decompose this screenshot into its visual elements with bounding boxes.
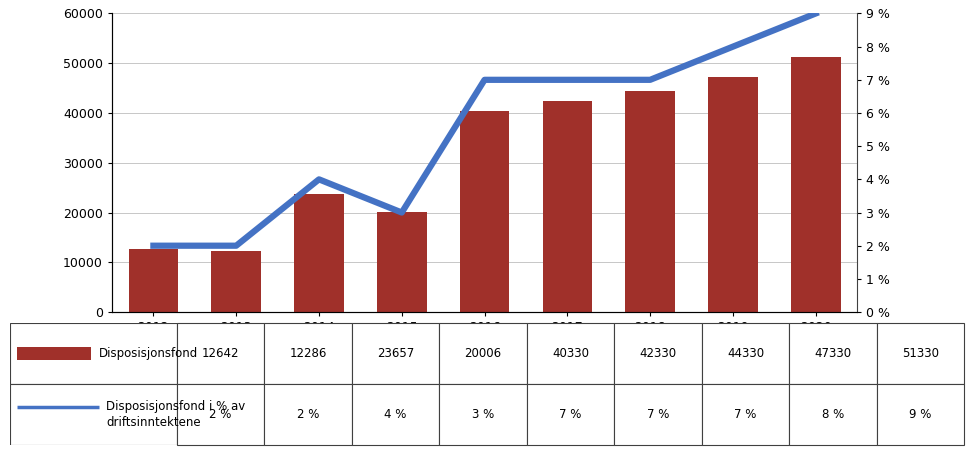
Bar bbox=[877, 384, 964, 445]
Bar bbox=[791, 57, 841, 312]
Bar bbox=[877, 323, 964, 384]
Bar bbox=[708, 76, 758, 312]
Text: 3 %: 3 % bbox=[471, 408, 494, 421]
Bar bbox=[527, 323, 615, 384]
Text: 2 %: 2 % bbox=[209, 408, 232, 421]
Text: 40330: 40330 bbox=[552, 347, 589, 360]
Text: 8 %: 8 % bbox=[822, 408, 844, 421]
Text: 12642: 12642 bbox=[202, 347, 240, 360]
Text: 44330: 44330 bbox=[727, 347, 764, 360]
Text: Disposisjonsfond i % av
driftsinntektene: Disposisjonsfond i % av driftsinntektene bbox=[106, 400, 245, 429]
Bar bbox=[789, 384, 877, 445]
Bar bbox=[129, 249, 178, 312]
Text: 4 %: 4 % bbox=[385, 408, 407, 421]
Bar bbox=[615, 384, 701, 445]
Text: 12286: 12286 bbox=[289, 347, 326, 360]
Text: 20006: 20006 bbox=[465, 347, 502, 360]
Bar bbox=[10, 323, 177, 384]
Text: 9 %: 9 % bbox=[910, 408, 932, 421]
Text: Disposisjonsfond: Disposisjonsfond bbox=[98, 347, 198, 360]
Bar bbox=[543, 101, 592, 312]
Bar bbox=[439, 384, 527, 445]
Bar bbox=[460, 111, 509, 312]
Text: 7 %: 7 % bbox=[559, 408, 581, 421]
Bar bbox=[439, 323, 527, 384]
Text: 51330: 51330 bbox=[902, 347, 939, 360]
Text: 7 %: 7 % bbox=[647, 408, 669, 421]
Bar bbox=[701, 384, 789, 445]
Bar bbox=[527, 384, 615, 445]
Text: 47330: 47330 bbox=[814, 347, 851, 360]
Text: 42330: 42330 bbox=[640, 347, 677, 360]
Bar bbox=[10, 384, 177, 445]
Bar bbox=[177, 323, 264, 384]
Bar bbox=[18, 347, 91, 360]
Bar bbox=[352, 384, 439, 445]
Bar bbox=[211, 251, 261, 312]
Bar bbox=[352, 323, 439, 384]
Bar bbox=[625, 92, 675, 312]
Bar bbox=[789, 323, 877, 384]
Text: 2 %: 2 % bbox=[297, 408, 319, 421]
Bar bbox=[615, 323, 701, 384]
Bar bbox=[294, 194, 344, 312]
Bar bbox=[264, 384, 352, 445]
Bar bbox=[177, 384, 264, 445]
Bar bbox=[264, 323, 352, 384]
Bar bbox=[377, 212, 427, 312]
Text: 7 %: 7 % bbox=[734, 408, 757, 421]
Bar bbox=[701, 323, 789, 384]
Text: 23657: 23657 bbox=[377, 347, 414, 360]
